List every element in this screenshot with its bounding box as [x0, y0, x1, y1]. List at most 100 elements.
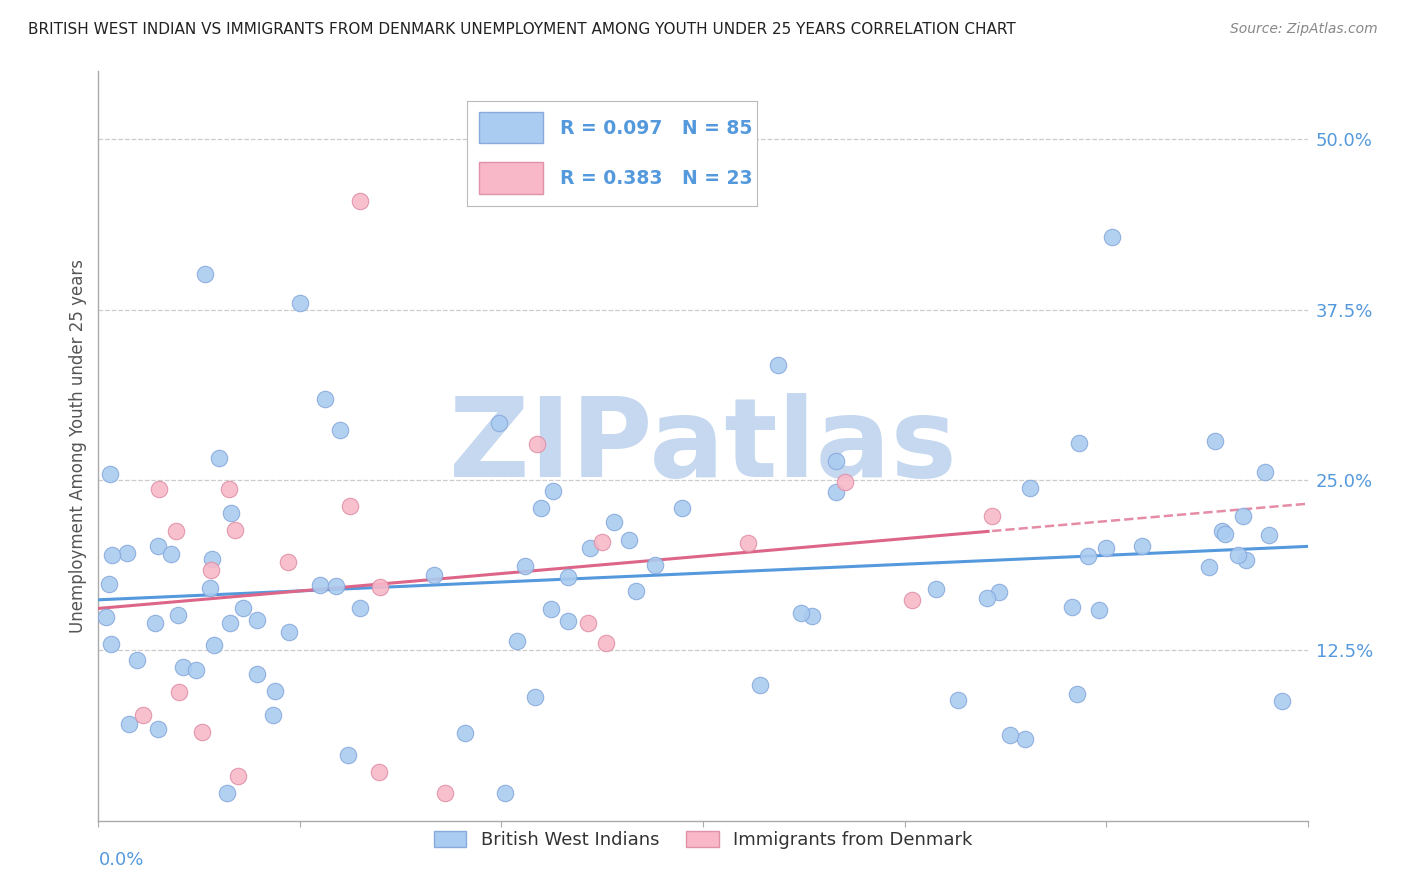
Point	[368, 580, 391, 594]
Point	[530, 501, 553, 516]
Point	[145, 616, 167, 631]
Point	[101, 548, 124, 562]
Point	[523, 690, 546, 704]
Point	[167, 608, 190, 623]
Point	[219, 615, 242, 630]
Point	[526, 437, 548, 451]
Point	[1019, 481, 1042, 495]
Point	[1226, 549, 1249, 563]
Point	[1095, 541, 1118, 556]
Point	[277, 556, 299, 570]
Point	[1204, 434, 1226, 448]
Point	[1198, 560, 1220, 574]
Point	[349, 601, 371, 615]
Point	[246, 613, 269, 627]
Point	[768, 358, 790, 372]
Point	[948, 693, 970, 707]
Point	[617, 533, 640, 547]
Point	[148, 483, 170, 497]
Point	[801, 609, 824, 624]
Point	[579, 541, 602, 555]
Point	[1257, 528, 1279, 542]
Point	[543, 483, 565, 498]
Point	[232, 601, 254, 615]
Point	[309, 578, 332, 592]
Point	[194, 267, 217, 281]
Point	[1232, 509, 1254, 524]
Point	[454, 726, 477, 740]
Point	[1211, 524, 1233, 539]
Point	[1101, 229, 1123, 244]
Point	[96, 609, 118, 624]
Point	[737, 536, 759, 550]
Point	[824, 484, 846, 499]
Point	[218, 482, 240, 496]
Point	[1060, 599, 1083, 614]
Point	[1066, 687, 1088, 701]
Point	[595, 636, 617, 650]
Point	[325, 579, 347, 593]
Point	[834, 475, 856, 489]
Point	[1234, 553, 1257, 567]
Point	[132, 707, 155, 722]
Point	[925, 582, 948, 596]
Point	[506, 634, 529, 648]
Point	[278, 624, 301, 639]
Point	[246, 667, 269, 681]
Point	[349, 194, 371, 208]
Point	[172, 660, 194, 674]
Point	[262, 707, 284, 722]
Text: ZIPatlas: ZIPatlas	[449, 392, 957, 500]
Point	[1014, 731, 1036, 746]
Point	[825, 454, 848, 468]
Point	[557, 614, 579, 628]
Point	[200, 563, 222, 577]
Point	[159, 547, 181, 561]
Point	[146, 539, 169, 553]
Point	[1254, 465, 1277, 479]
Point	[644, 558, 666, 572]
Point	[329, 423, 352, 437]
Point	[423, 567, 446, 582]
Point	[191, 725, 214, 739]
Point	[264, 684, 287, 698]
Point	[314, 392, 336, 407]
Point	[184, 663, 207, 677]
Point	[557, 569, 579, 583]
Point	[603, 516, 626, 530]
Point	[976, 591, 998, 605]
Point	[1069, 435, 1091, 450]
Point	[167, 685, 190, 699]
Legend: British West Indians, Immigrants from Denmark: British West Indians, Immigrants from De…	[426, 824, 980, 856]
Point	[208, 451, 231, 466]
Point	[988, 585, 1011, 599]
Point	[337, 748, 360, 763]
Point	[1132, 539, 1154, 553]
Point	[790, 606, 813, 620]
Point	[1077, 549, 1099, 563]
Point	[434, 786, 457, 800]
Point	[204, 638, 226, 652]
Point	[624, 584, 647, 599]
Point	[198, 581, 221, 595]
Point	[1271, 694, 1294, 708]
Text: BRITISH WEST INDIAN VS IMMIGRANTS FROM DENMARK UNEMPLOYMENT AMONG YOUTH UNDER 25: BRITISH WEST INDIAN VS IMMIGRANTS FROM D…	[28, 22, 1017, 37]
Point	[200, 552, 222, 566]
Point	[368, 764, 391, 779]
Point	[97, 577, 120, 591]
Point	[591, 535, 613, 549]
Point	[98, 467, 121, 481]
Point	[1213, 527, 1236, 541]
Point	[1088, 603, 1111, 617]
Point	[488, 417, 510, 431]
Point	[165, 524, 187, 539]
Point	[100, 637, 122, 651]
Point	[215, 786, 238, 800]
Point	[576, 615, 599, 630]
Point	[494, 786, 516, 800]
Point	[117, 546, 139, 560]
Point	[339, 499, 361, 513]
Point	[148, 722, 170, 736]
Point	[288, 296, 311, 310]
Point	[980, 509, 1002, 524]
